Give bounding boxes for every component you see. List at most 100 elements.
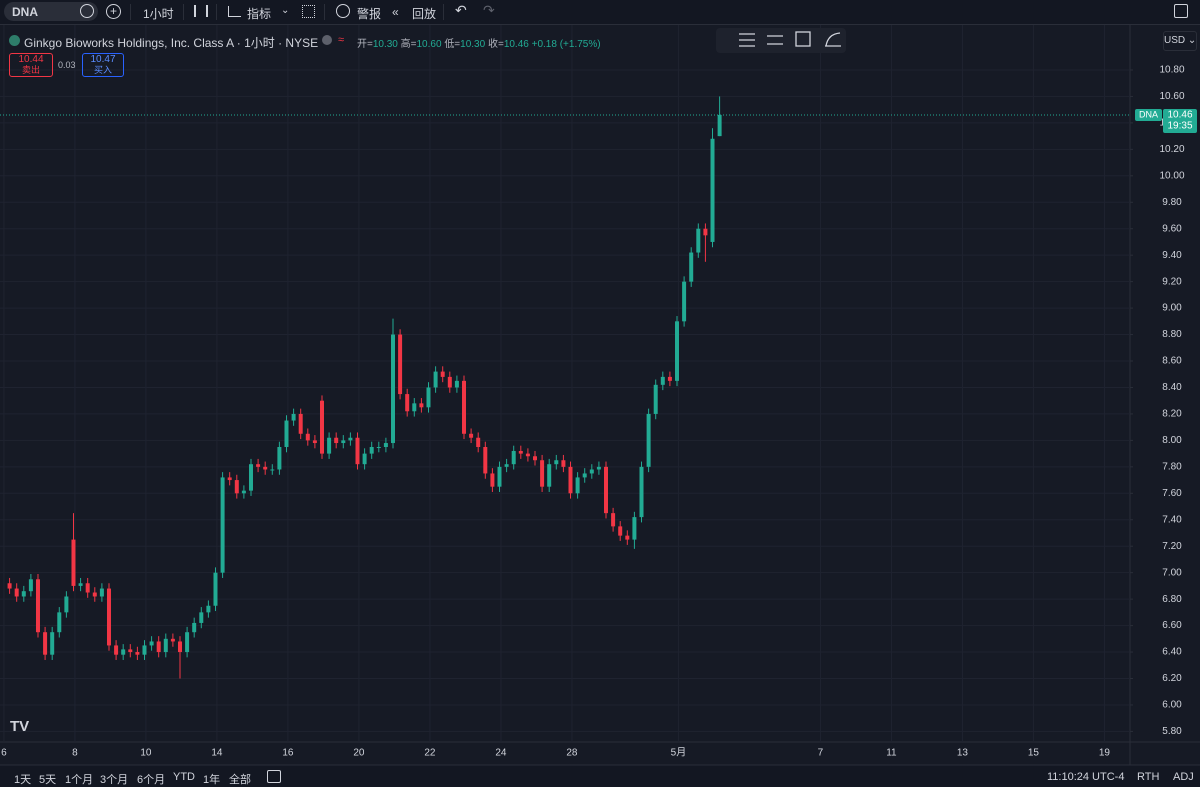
candle-body xyxy=(447,376,452,388)
chart-background xyxy=(0,25,1200,765)
range-button[interactable]: 5天 xyxy=(39,774,57,786)
chart-type[interactable] xyxy=(194,5,208,17)
y-tick-label: 10.80 xyxy=(1159,65,1184,76)
range-button[interactable]: 1个月 xyxy=(65,774,94,786)
y-tick-label: 10.00 xyxy=(1159,170,1184,181)
range-button[interactable]: 1天 xyxy=(14,774,32,786)
indicator-icon[interactable] xyxy=(228,6,241,17)
candle-body xyxy=(547,464,552,487)
candle-body xyxy=(57,612,62,633)
candle-body xyxy=(398,334,403,395)
candle-body xyxy=(305,433,310,441)
candle-body xyxy=(625,535,630,540)
layout-icon[interactable] xyxy=(302,5,315,18)
close: 10.46 xyxy=(503,39,529,50)
x-tick-label: 8 xyxy=(72,748,78,759)
range-button[interactable]: 全部 xyxy=(229,774,251,786)
candle-body xyxy=(185,632,190,653)
candle-body xyxy=(454,380,459,388)
candle-body xyxy=(618,526,623,536)
symbol[interactable]: DNA xyxy=(12,5,38,19)
candle-body xyxy=(248,464,253,491)
drawing-toolbar[interactable] xyxy=(716,28,846,53)
separator xyxy=(324,4,325,20)
plot: 5.80 6.00 6.20 6.40 6.60 6.80 7.00 7.20 7.40 7.60… xyxy=(0,25,1197,759)
candle-body xyxy=(71,539,76,586)
add-symbol[interactable]: + xyxy=(106,4,121,19)
high-label: 高= xyxy=(400,39,417,50)
range-button[interactable]: 3个月 xyxy=(100,774,129,786)
candle-body xyxy=(497,466,502,487)
candle-body xyxy=(241,490,246,494)
candle-body xyxy=(334,437,339,444)
candle-body xyxy=(312,440,317,444)
candle-body xyxy=(121,649,126,655)
candle-body xyxy=(170,638,175,642)
candle-body xyxy=(206,605,211,613)
candle-body xyxy=(589,469,594,474)
candle-body xyxy=(426,387,431,408)
tool-curve[interactable] xyxy=(825,32,841,47)
indicators[interactable]: 指标 xyxy=(247,7,272,21)
adjust[interactable]: ADJ xyxy=(1173,771,1194,783)
candle-body xyxy=(142,645,147,655)
replay[interactable]: 回放 xyxy=(412,7,437,21)
currency[interactable]: USD ⌄ xyxy=(1163,31,1197,51)
high: 10.60 xyxy=(416,39,442,50)
buy-button[interactable]: 10.47 买入 xyxy=(82,53,124,77)
buy-label: 买入 xyxy=(93,65,112,75)
y-tick-label: 9.40 xyxy=(1162,250,1182,261)
x-tick-label: 22 xyxy=(424,748,436,759)
candle-body xyxy=(277,446,282,470)
candle-body xyxy=(561,460,566,467)
candle-body xyxy=(667,376,672,381)
y-tick-label: 7.40 xyxy=(1162,514,1182,525)
candle-body xyxy=(639,466,644,518)
sell-button[interactable]: 10.44 卖出 xyxy=(9,53,53,77)
y-tick-label: 8.40 xyxy=(1162,382,1182,393)
chevron[interactable]: ⌄ xyxy=(281,5,290,16)
candle-body xyxy=(682,281,687,322)
symbol-box[interactable] xyxy=(4,2,98,21)
candle-body xyxy=(660,376,665,385)
spread: 0.03 xyxy=(58,60,76,70)
candle-body xyxy=(362,453,367,465)
range-button[interactable]: 1年 xyxy=(203,774,221,786)
candle-body xyxy=(419,403,424,408)
candle-body xyxy=(383,443,388,447)
candle-body xyxy=(653,384,658,414)
candle-body xyxy=(703,228,708,236)
candle-body xyxy=(461,380,466,434)
session[interactable]: RTH xyxy=(1137,771,1160,783)
undo[interactable]: ↶ xyxy=(455,2,467,18)
candle-body xyxy=(575,477,580,494)
interval[interactable]: 1小时 xyxy=(143,7,174,21)
currency-label[interactable]: USD xyxy=(1164,35,1186,46)
low-label: 低= xyxy=(444,39,461,50)
y-tick-label: 8.00 xyxy=(1162,435,1182,446)
candle-body xyxy=(412,403,417,412)
candle-body xyxy=(568,466,573,494)
candle-body xyxy=(490,473,495,487)
price-tag-value: 10.46 xyxy=(1167,110,1192,121)
x-tick-label: 14 xyxy=(211,748,223,759)
range-button[interactable]: 6个月 xyxy=(137,774,166,786)
replay-icon[interactable]: « xyxy=(392,5,399,19)
candle-body xyxy=(199,612,204,623)
tool-parallel[interactable] xyxy=(767,35,783,45)
alerts[interactable]: 警报 xyxy=(357,7,382,21)
open: 10.30 xyxy=(372,39,398,50)
y-tick-label: 6.80 xyxy=(1162,594,1182,605)
range-button[interactable]: YTD xyxy=(173,771,195,783)
alert-icon[interactable] xyxy=(336,4,350,18)
tool-lines[interactable] xyxy=(739,33,755,47)
candle-body xyxy=(106,588,111,646)
x-tick-label: 6 xyxy=(1,748,7,759)
tool-grid[interactable] xyxy=(795,31,811,47)
fullscreen[interactable] xyxy=(1174,4,1188,18)
calendar[interactable] xyxy=(267,770,281,783)
candle-body xyxy=(192,622,197,633)
candle-body xyxy=(156,641,161,653)
y-tick-label: 9.20 xyxy=(1162,276,1182,287)
symbol-icon[interactable] xyxy=(80,4,94,18)
